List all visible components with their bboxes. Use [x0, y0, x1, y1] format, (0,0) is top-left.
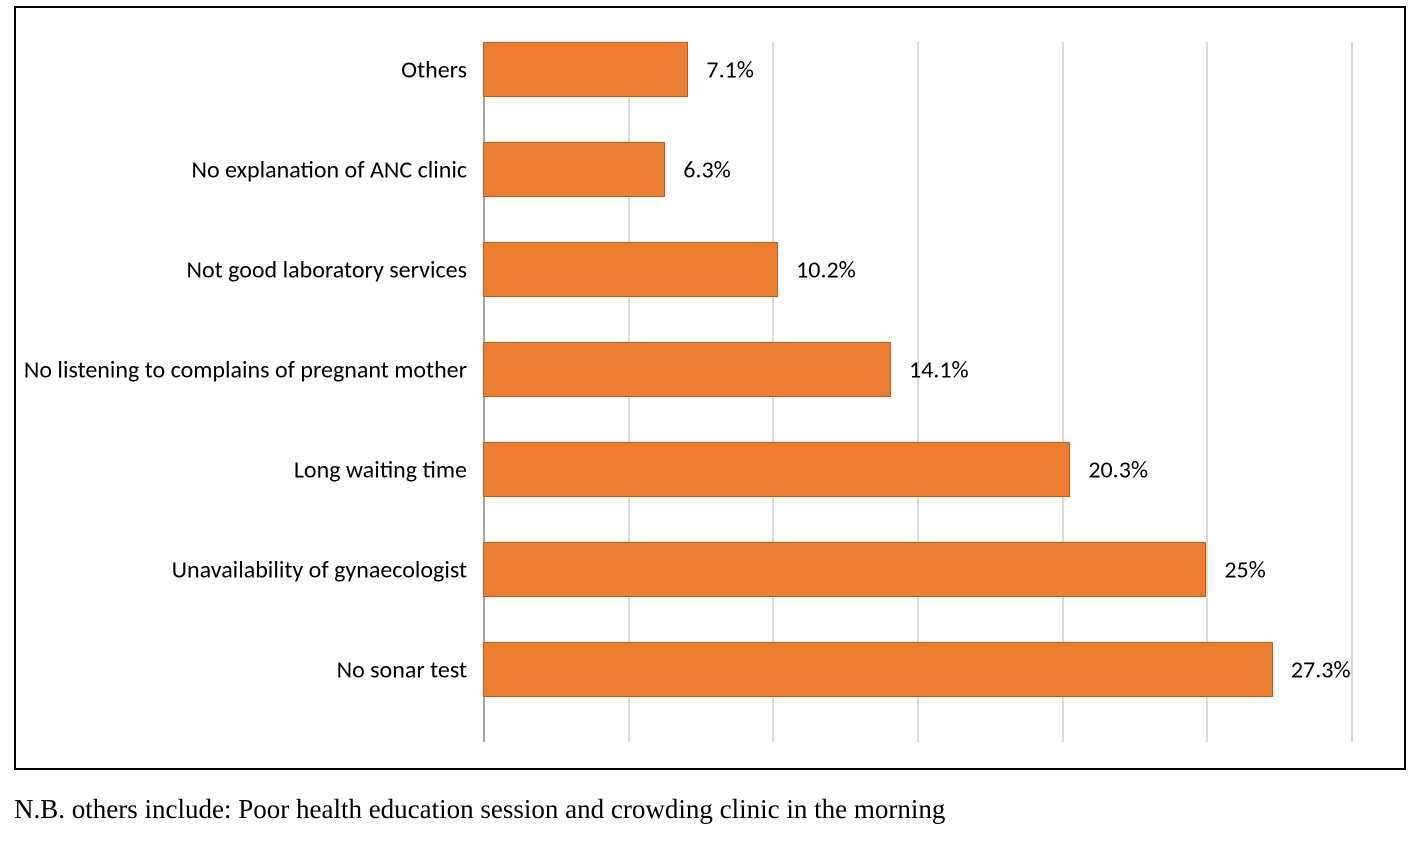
bar-row: 10.2%Not good laboratory services	[483, 242, 778, 297]
bar-row: 14.1%No listening to complains of pregna…	[483, 342, 891, 397]
bar-category-label: No sonar test	[337, 655, 467, 684]
bar	[483, 442, 1070, 497]
gridline	[917, 42, 919, 742]
chart-frame: 7.1%Others6.3%No explanation of ANC clin…	[14, 6, 1406, 770]
gridline	[1062, 42, 1064, 742]
bar-category-label: Others	[401, 55, 467, 84]
bar	[483, 42, 688, 97]
bar	[483, 242, 778, 297]
bar-row: 6.3%No explanation of ANC clinic	[483, 142, 665, 197]
bar-category-label: Unavailability of gynaecologist	[172, 555, 467, 584]
bar-value-label: 20.3%	[1088, 455, 1148, 484]
bar-value-label: 10.2%	[796, 255, 856, 284]
gridline	[1206, 42, 1208, 742]
figure: 7.1%Others6.3%No explanation of ANC clin…	[0, 0, 1418, 848]
bar-category-label: No explanation of ANC clinic	[191, 155, 467, 184]
bar-category-label: Long waiting time	[294, 455, 467, 484]
bar	[483, 342, 891, 397]
bar-value-label: 27.3%	[1291, 655, 1351, 684]
bar-value-label: 7.1%	[706, 55, 754, 84]
bar-row: 20.3%Long waiting time	[483, 442, 1070, 497]
bar	[483, 142, 665, 197]
bar-row: 7.1%Others	[483, 42, 688, 97]
bar-category-label: Not good laboratory services	[187, 255, 468, 284]
bar	[483, 642, 1273, 697]
bar-row: 27.3%No sonar test	[483, 642, 1273, 697]
bar	[483, 542, 1206, 597]
bar-category-label: No listening to complains of pregnant mo…	[24, 355, 467, 384]
bar-value-label: 14.1%	[909, 355, 969, 384]
gridline	[1351, 42, 1353, 742]
bar-value-label: 6.3%	[683, 155, 731, 184]
bar-row: 25%Unavailability of gynaecologist	[483, 542, 1206, 597]
bar-value-label: 25%	[1224, 555, 1265, 584]
figure-caption: N.B. others include: Poor health educati…	[14, 794, 945, 825]
plot-area: 7.1%Others 6.3%No explanation of ANC clin…	[483, 42, 1351, 742]
